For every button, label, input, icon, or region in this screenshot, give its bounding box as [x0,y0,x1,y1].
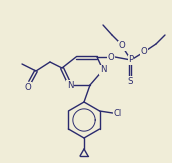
Text: P: P [128,55,134,65]
Text: N: N [100,66,106,74]
Text: S: S [127,76,133,86]
Text: Cl: Cl [114,110,122,119]
Text: O: O [108,52,114,61]
Text: O: O [25,82,31,91]
Text: N: N [67,81,73,89]
Text: O: O [119,42,125,51]
Text: O: O [141,47,147,57]
